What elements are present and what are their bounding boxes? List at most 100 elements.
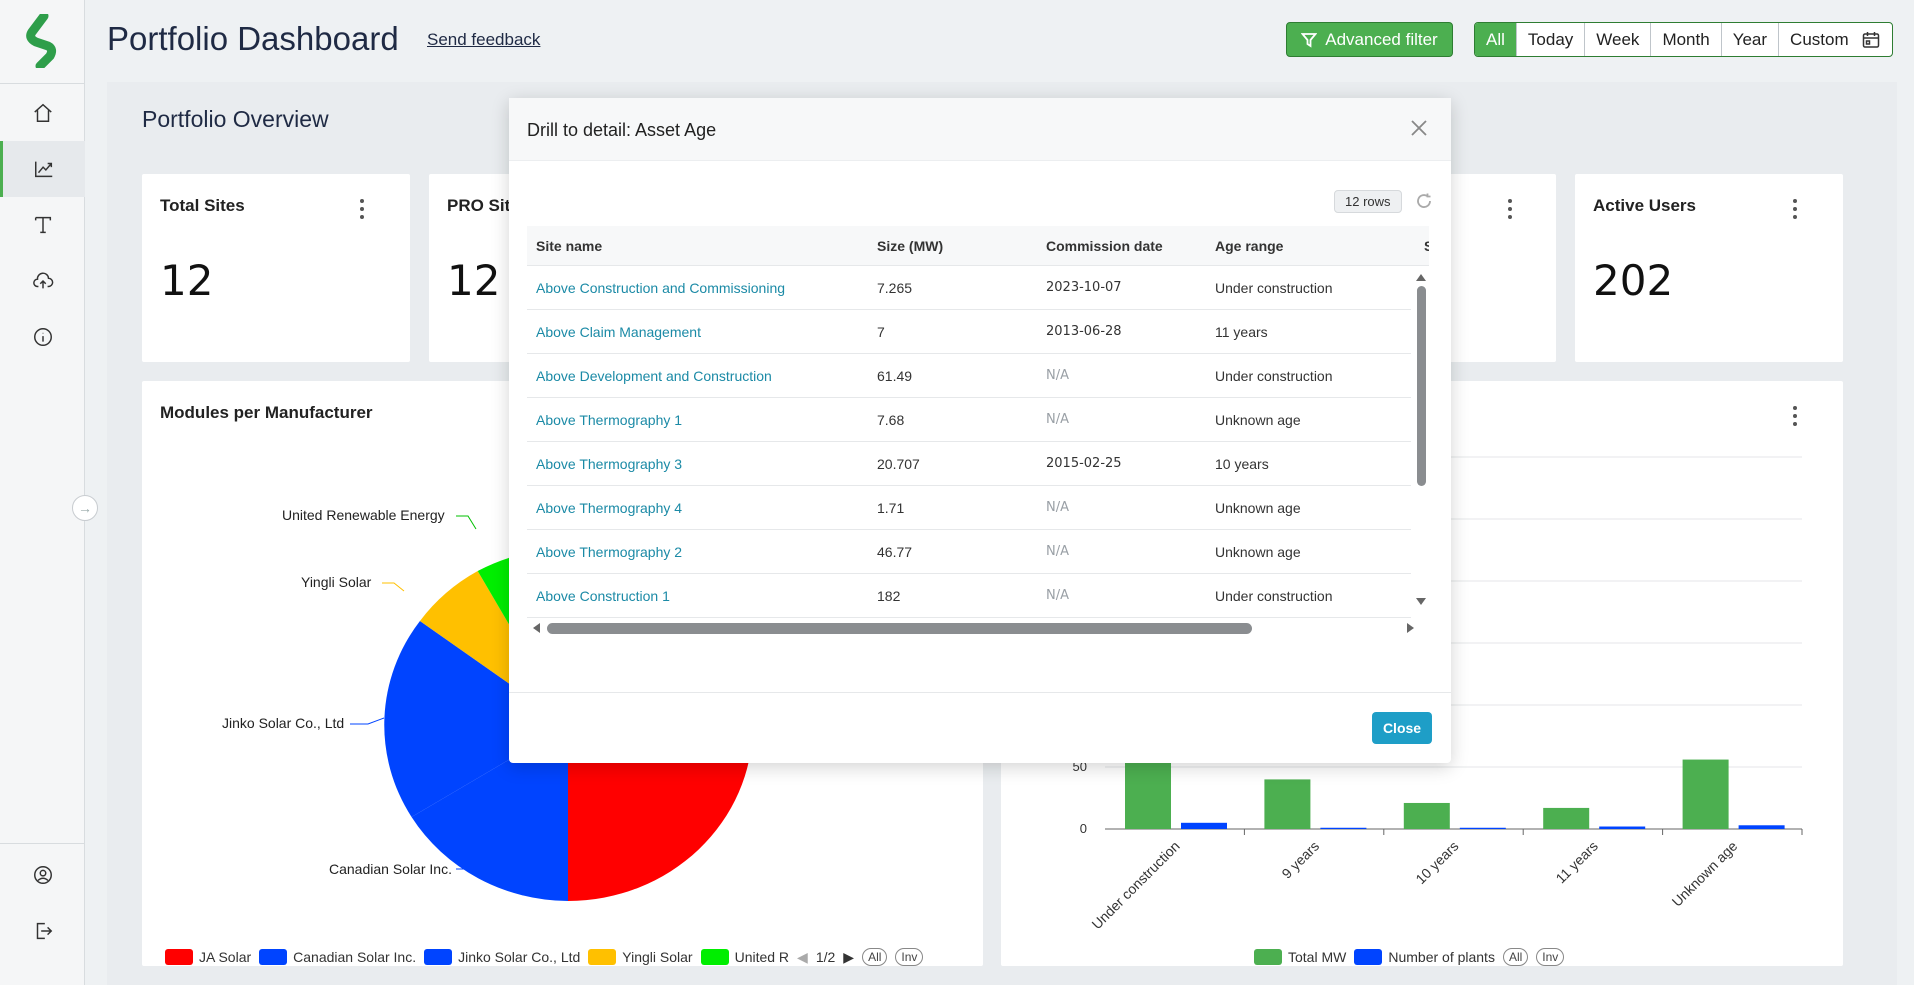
nav-home[interactable] [0, 85, 85, 141]
scroll-down-icon[interactable] [1416, 598, 1426, 605]
scroll-right-icon[interactable] [1407, 623, 1414, 633]
cell-site-name[interactable]: Above Thermography 1 [536, 412, 683, 428]
card-title: Total Sites [160, 196, 245, 215]
pie-slice-jinko-solar[interactable] [384, 621, 568, 817]
cell-site-name[interactable]: Above Development and Construction [536, 368, 772, 384]
legend-inv-pill[interactable]: Inv [895, 948, 924, 966]
bar-legend: Total MW Number of plants All Inv [1254, 948, 1565, 966]
cell-site-name[interactable]: Above Thermography 2 [536, 544, 683, 560]
legend-prev-icon[interactable]: ◀ [797, 948, 808, 965]
table-row[interactable]: Above Thermography 1 7.68 N/A Unknown age [527, 398, 1411, 442]
bar-number-of-plants[interactable] [1181, 822, 1227, 829]
nav-upload[interactable] [0, 253, 85, 309]
bar-total-mw[interactable] [1543, 807, 1590, 829]
legend-inv-pill[interactable]: Inv [1536, 948, 1565, 966]
legend-yingli-solar[interactable]: Yingli Solar [588, 949, 693, 965]
table-row[interactable]: Above Construction and Commissioning 7.26… [527, 266, 1411, 310]
legend-all-pill[interactable]: All [1502, 948, 1529, 966]
cell-site-name[interactable]: Above Construction 1 [536, 588, 670, 604]
legend-all-pill[interactable]: All [862, 948, 888, 966]
legend-label: Total MW [1288, 949, 1347, 965]
cell-age-range: 11 years [1215, 324, 1268, 340]
kebab-menu-icon[interactable] [1507, 199, 1513, 219]
refresh-icon[interactable] [1415, 192, 1433, 210]
kebab-menu-icon[interactable] [1792, 406, 1798, 426]
cell-site-name[interactable]: Above Thermography 4 [536, 500, 683, 516]
pie-slice-canadian-solar[interactable] [411, 725, 568, 901]
y-tick-label: 0 [1080, 821, 1087, 836]
text-tool-icon [34, 216, 51, 234]
table-row[interactable]: Above Thermography 2 46.77 N/A Unknown age [527, 530, 1411, 574]
cell-age-range: Under construction [1215, 588, 1333, 604]
col-s[interactable]: S [1424, 238, 1429, 254]
legend-swatch [1354, 949, 1383, 965]
table-row[interactable]: Above Construction 1 182 N/A Under construc… [527, 574, 1411, 618]
card-title: Modules per Manufacturer [160, 403, 373, 422]
bar-total-mw[interactable] [1264, 779, 1311, 829]
cell-site-name[interactable]: Above Thermography 3 [536, 456, 683, 472]
advanced-filter-label: Advanced filter [1325, 29, 1438, 49]
pie-legend: JA Solar Canadian Solar Inc. Jinko Solar… [165, 948, 924, 966]
pie-label-jinko: Jinko Solar Co., Ltd [222, 715, 345, 731]
modal-close-icon[interactable] [1407, 116, 1431, 140]
bar-total-mw[interactable] [1403, 802, 1450, 829]
cell-age-range: Unknown age [1215, 412, 1301, 428]
sidebar-collapse-button[interactable]: → [72, 495, 98, 521]
legend-swatch [588, 949, 617, 965]
cell-size: 61.49 [877, 368, 913, 384]
cell-site-name[interactable]: Above Claim Management [536, 324, 701, 340]
legend-jinko-solar[interactable]: Jinko Solar Co., Ltd [424, 949, 580, 965]
nav-dashboard[interactable] [0, 141, 85, 197]
portfolio-overview-title: Portfolio Overview [142, 106, 329, 132]
table-row[interactable]: Above Development and Construction 61.49 N… [527, 354, 1411, 398]
app-logo[interactable] [22, 14, 62, 68]
vertical-scrollbar[interactable] [1415, 274, 1427, 606]
calendar-icon [1862, 31, 1879, 48]
nav-profile[interactable] [0, 847, 85, 903]
vertical-scroll-thumb[interactable] [1417, 286, 1426, 486]
bar-number-of-plants[interactable] [1738, 825, 1785, 829]
send-feedback-link[interactable]: Send feedback [427, 30, 541, 49]
bar-number-of-plants[interactable] [1459, 827, 1506, 829]
nav-logout[interactable] [0, 903, 85, 959]
scroll-up-icon[interactable] [1416, 274, 1426, 281]
legend-united-renewable[interactable]: United R [700, 949, 789, 965]
kebab-menu-icon[interactable] [1792, 199, 1798, 219]
card-title: Active Users [1593, 196, 1697, 215]
col-size[interactable]: Size (MW) [877, 238, 944, 254]
legend-ja-solar[interactable]: JA Solar [165, 949, 251, 965]
scroll-left-icon[interactable] [533, 623, 540, 633]
range-month[interactable]: Month [1651, 23, 1722, 56]
drill-detail-modal: Drill to detail: Asset Age 12 rows Site … [509, 98, 1451, 763]
bar-total-mw[interactable] [1125, 757, 1171, 829]
range-custom[interactable]: Custom [1779, 23, 1892, 56]
close-button[interactable]: Close [1372, 712, 1432, 744]
col-age-range[interactable]: Age range [1215, 238, 1284, 254]
range-today[interactable]: Today [1517, 23, 1586, 56]
legend-canadian-solar[interactable]: Canadian Solar Inc. [259, 949, 416, 965]
range-week[interactable]: Week [1585, 23, 1652, 56]
modal-title: Drill to detail: Asset Age [527, 120, 717, 140]
table-row[interactable]: Above Thermography 4 1.71 N/A Unknown age [527, 486, 1411, 530]
horizontal-scrollbar[interactable] [527, 620, 1423, 636]
horizontal-scroll-thumb[interactable] [547, 623, 1252, 634]
legend-number-of-plants[interactable]: Number of plants [1354, 949, 1495, 965]
cell-site-name[interactable]: Above Construction and Commissioning [536, 280, 786, 296]
table-row[interactable]: Above Claim Management 7 2013-06-28 11 year… [527, 310, 1411, 354]
kebab-menu-icon[interactable] [359, 199, 365, 219]
legend-total-mw[interactable]: Total MW [1254, 949, 1346, 965]
col-site-name[interactable]: Site name [536, 238, 603, 254]
bar-total-mw[interactable] [1682, 759, 1729, 829]
advanced-filter-button[interactable]: Advanced filter [1286, 22, 1453, 57]
table-header: Site name Size (MW) Commission date Age … [527, 226, 1429, 266]
legend-next-icon[interactable]: ▶ [843, 948, 855, 965]
bar-number-of-plants[interactable] [1320, 827, 1367, 829]
nav-text-tool[interactable] [0, 197, 85, 253]
x-tick-label: Unknown age [1669, 838, 1741, 910]
range-all[interactable]: All [1475, 23, 1517, 56]
nav-info[interactable] [0, 309, 85, 365]
table-row[interactable]: Above Thermography 3 20.707 2015-02-25 10 y… [527, 442, 1411, 486]
bar-number-of-plants[interactable] [1599, 826, 1646, 829]
range-year[interactable]: Year [1722, 23, 1780, 56]
col-commission-date[interactable]: Commission date [1046, 238, 1163, 254]
